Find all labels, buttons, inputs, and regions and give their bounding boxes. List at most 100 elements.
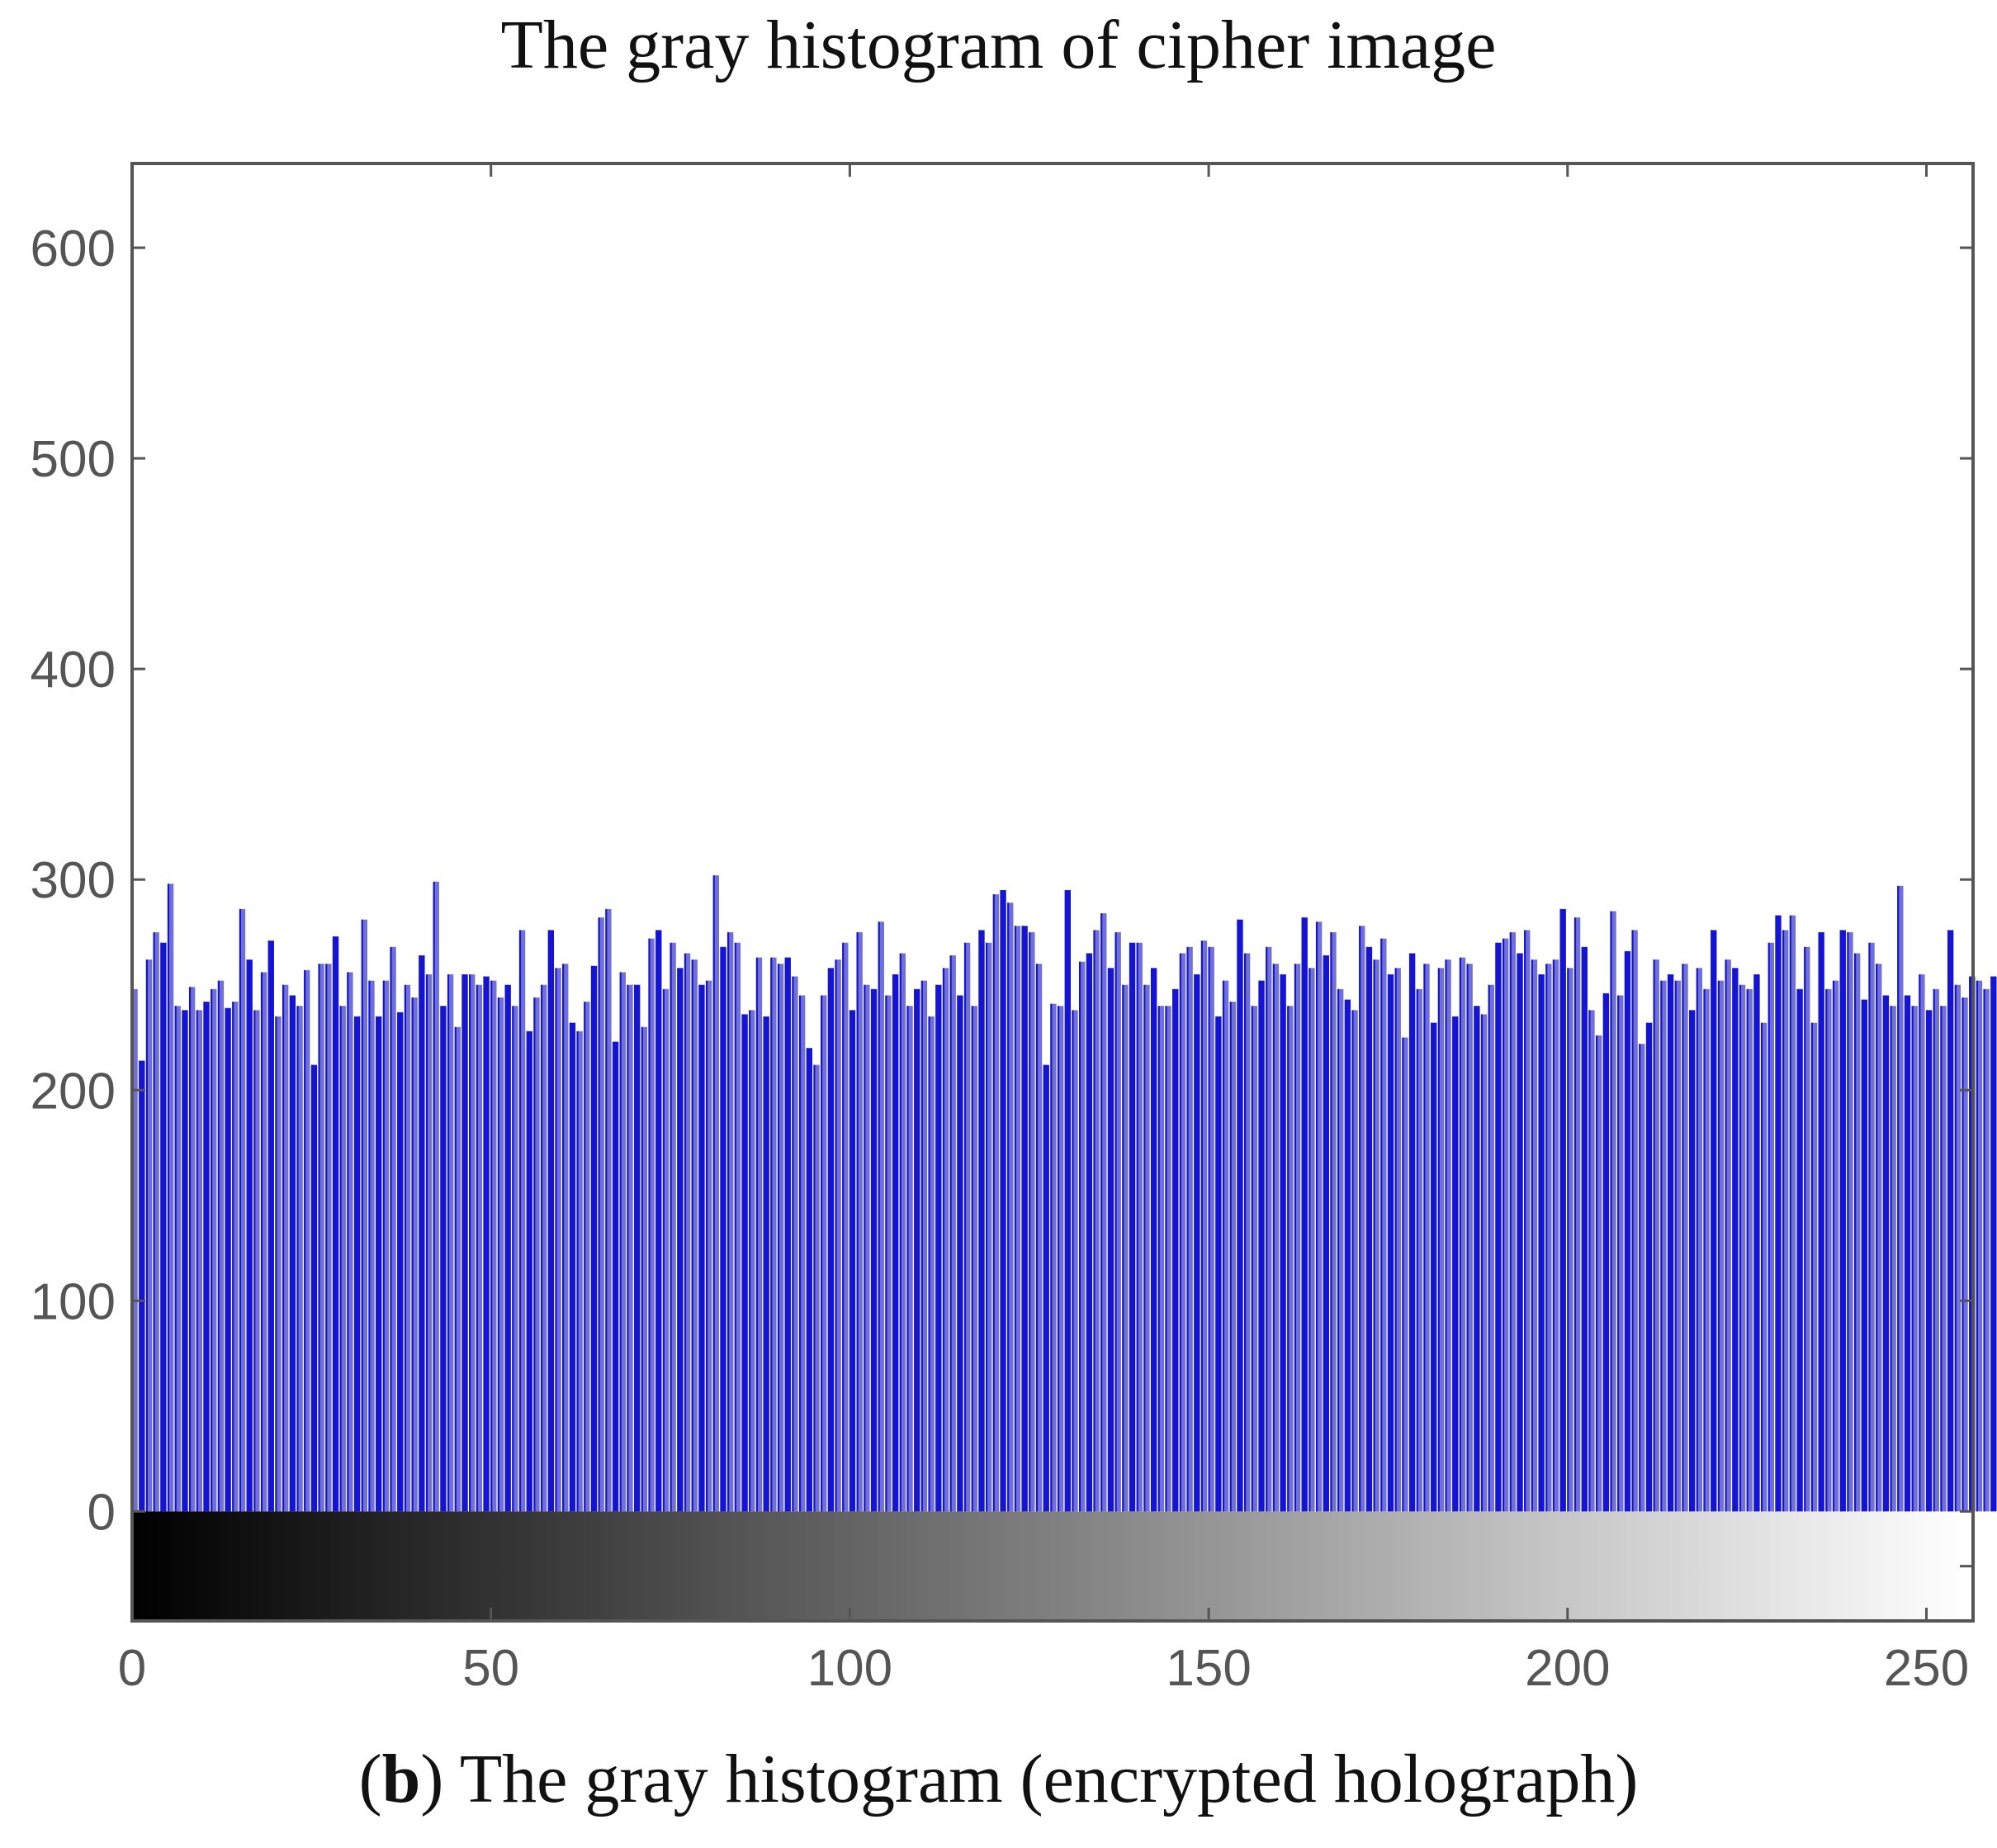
histogram-bar <box>741 1014 748 1512</box>
histogram-bar <box>1517 953 1523 1512</box>
histogram-bar <box>1940 1006 1947 1512</box>
histogram-bar <box>1990 976 1997 1512</box>
histogram-bar <box>519 930 526 1512</box>
histogram-bar <box>641 1026 648 1512</box>
histogram-bar <box>1955 984 1962 1512</box>
histogram-bar <box>1697 968 1703 1512</box>
histogram-bar <box>490 980 497 1512</box>
histogram-bar <box>663 988 670 1512</box>
histogram-bar <box>972 1006 977 1512</box>
histogram-bar <box>1553 960 1559 1512</box>
histogram-bar <box>419 955 425 1512</box>
histogram-bar <box>1280 974 1286 1512</box>
histogram-bar <box>325 964 332 1512</box>
histogram-bar <box>1273 964 1280 1512</box>
histogram-bar <box>383 980 390 1512</box>
histogram-bar <box>577 1031 583 1512</box>
histogram-bar <box>1180 953 1186 1512</box>
histogram-bar <box>1201 941 1208 1512</box>
histogram-bar <box>1682 964 1688 1512</box>
histogram-bar <box>727 931 734 1512</box>
histogram-bar <box>484 976 490 1512</box>
histogram-bar <box>1897 885 1904 1512</box>
histogram-bar <box>1510 931 1517 1512</box>
histogram-bar <box>1933 988 1939 1512</box>
histogram-bar <box>1115 931 1121 1512</box>
y-tick-label: 0 <box>88 1484 116 1541</box>
histogram-bar <box>835 960 841 1512</box>
histogram-bar <box>455 1026 461 1512</box>
histogram-bar <box>828 968 835 1512</box>
histogram-bar <box>1438 968 1445 1512</box>
histogram-bar <box>756 957 763 1512</box>
y-tick-label: 500 <box>31 431 116 488</box>
x-tick-label: 0 <box>118 1640 146 1697</box>
histogram-bar <box>1065 889 1071 1512</box>
histogram-bar <box>562 964 569 1512</box>
histogram-bar <box>900 953 906 1512</box>
histogram-bar <box>1617 995 1624 1512</box>
histogram-bar <box>1143 984 1150 1512</box>
histogram-bar <box>1984 988 1990 1512</box>
histogram-bar <box>1854 953 1861 1512</box>
histogram-bar <box>1100 913 1107 1512</box>
histogram-bar <box>1761 1022 1767 1512</box>
histogram-bar <box>397 1012 404 1512</box>
histogram-bar <box>1747 988 1753 1512</box>
histogram-bar <box>1891 1006 1896 1512</box>
histogram-bar <box>1495 942 1502 1512</box>
histogram-bar <box>1460 957 1466 1512</box>
histogram-bar <box>648 938 655 1512</box>
histogram-bar <box>1366 946 1373 1512</box>
histogram-bar <box>1108 968 1114 1512</box>
histogram-bar <box>405 984 411 1512</box>
histogram-bar <box>1237 919 1243 1512</box>
histogram-bar <box>1409 953 1416 1512</box>
histogram-bar <box>211 988 217 1512</box>
histogram-bar <box>1345 999 1351 1512</box>
histogram-bar <box>1833 980 1839 1512</box>
histogram-bar <box>878 922 884 1512</box>
histogram-bar <box>1165 1006 1171 1512</box>
grayscale-colorbar <box>132 1511 1970 1621</box>
histogram-bar <box>1753 974 1760 1512</box>
histogram-bar <box>885 995 892 1512</box>
histogram-bar <box>1739 984 1746 1512</box>
x-tick-label: 200 <box>1525 1640 1610 1697</box>
histogram-bar <box>1675 980 1681 1512</box>
histogram-bar <box>433 881 439 1512</box>
histogram-bar <box>1402 1037 1408 1512</box>
histogram-bar <box>713 875 719 1512</box>
histogram-bar <box>168 884 174 1512</box>
histogram-bar <box>821 995 827 1512</box>
histogram-bar <box>1876 964 1882 1512</box>
histogram-bar <box>1151 968 1157 1512</box>
histogram-bar <box>1086 953 1093 1512</box>
histogram-bar <box>634 984 641 1512</box>
histogram-bar <box>1524 930 1531 1512</box>
histogram-bar <box>1129 942 1136 1512</box>
histogram-bar <box>1725 960 1731 1512</box>
histogram-bar <box>785 957 791 1512</box>
histogram-bar <box>792 976 798 1512</box>
histogram-bar <box>1847 931 1853 1512</box>
histogram-bar <box>1825 988 1832 1512</box>
histogram-bar <box>1452 1016 1459 1512</box>
histogram-bar <box>1007 903 1014 1512</box>
histogram-bar <box>1639 1044 1645 1512</box>
histogram-bar <box>1796 988 1803 1512</box>
histogram-bar <box>957 995 963 1512</box>
histogram-bar <box>555 968 561 1512</box>
histogram-bar <box>749 1010 755 1512</box>
histogram-bar <box>512 1006 518 1512</box>
histogram-bar <box>613 1041 619 1512</box>
histogram-bar <box>584 1002 590 1512</box>
histogram-bar <box>1330 931 1337 1512</box>
histogram-bar <box>146 960 153 1512</box>
histogram-bar <box>1481 1014 1488 1512</box>
histogram-bar <box>232 1002 239 1512</box>
histogram-bar <box>1782 930 1789 1512</box>
histogram-bar <box>1209 946 1214 1512</box>
histogram-bar <box>1029 931 1035 1512</box>
histogram-bar <box>684 953 691 1512</box>
